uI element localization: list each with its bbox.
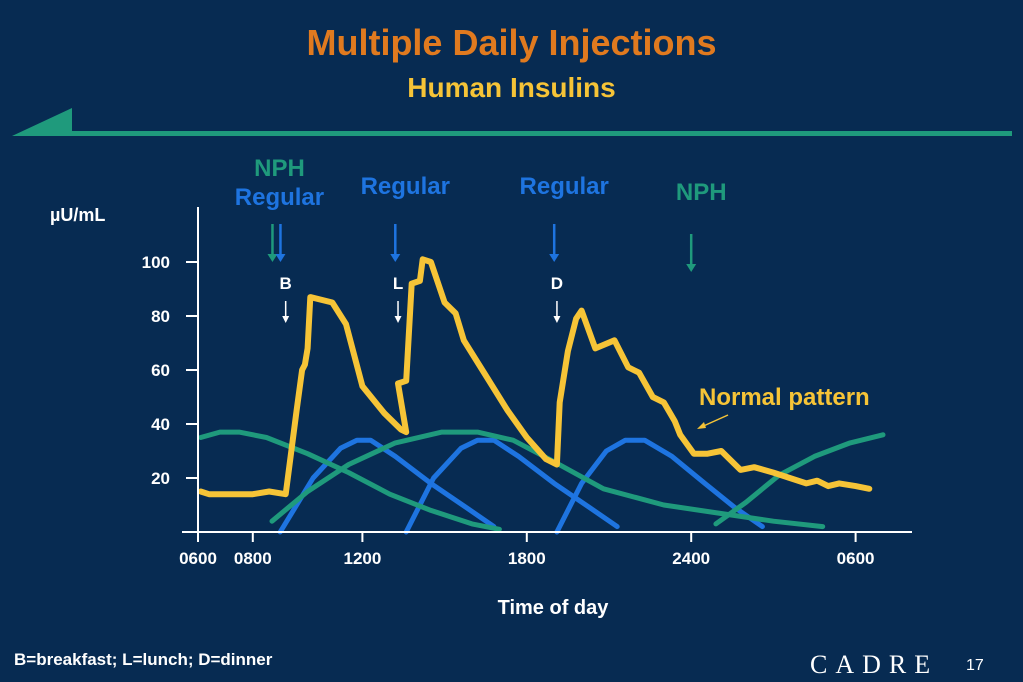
x-tick-label: 0600	[179, 549, 217, 568]
injection-label-regular: Regular	[361, 173, 450, 200]
series-nph-previous-evening	[198, 429, 502, 532]
divider-arrowhead-icon	[12, 108, 72, 136]
normal-pattern-label: Normal pattern	[699, 384, 870, 411]
x-tick-label: 2400	[672, 549, 710, 568]
series-normal-pattern	[197, 256, 873, 498]
meal-arrow-head-icon	[553, 316, 561, 323]
insulin-chart: µU/mL Time of day 20 40 60 80 100 0600 0800 120…	[50, 155, 912, 619]
series-nph-morning	[269, 429, 826, 530]
meal-label-b: B	[280, 274, 292, 293]
meal-arrow-head-icon	[394, 316, 402, 323]
page-number: 17	[966, 657, 984, 674]
title-divider	[12, 108, 1012, 136]
series-regular-dinner	[554, 437, 765, 535]
y-tick-label: 40	[151, 415, 170, 434]
slide-title: Multiple Daily Injections	[306, 22, 717, 63]
x-tick-label: 0800	[234, 549, 272, 568]
series-regular-breakfast	[277, 437, 497, 535]
ticks-layer: 20 40 60 80 100 0600 0800 1200 1800 2400 0600	[142, 253, 875, 568]
y-tick-label: 20	[151, 469, 170, 488]
y-tick-label: 60	[151, 361, 170, 380]
normal-pattern-pointer-head	[697, 422, 706, 429]
y-axis-label: µU/mL	[50, 205, 105, 225]
series-regular-lunch	[403, 437, 620, 535]
x-axis-label: Time of day	[498, 597, 610, 619]
injection-arrow-regular-head-icon	[390, 254, 401, 262]
x-tick-label: 1200	[343, 549, 381, 568]
injection-label-nph: NPH	[676, 179, 727, 206]
injection-label-nph: NPH	[254, 155, 305, 182]
meal-arrow-head-icon	[282, 316, 290, 323]
injection-arrow-regular-head-icon	[275, 254, 286, 262]
y-tick-label: 80	[151, 307, 170, 326]
slide-subtitle: Human Insulins	[407, 72, 616, 103]
meal-label-d: D	[551, 274, 563, 293]
series-nph-evening	[713, 432, 886, 527]
cadre-logo: CADRE	[810, 650, 939, 679]
x-tick-label: 1800	[508, 549, 546, 568]
divider-line	[72, 131, 1012, 136]
meal-label-l: L	[393, 274, 403, 293]
injection-label-regular: Regular	[520, 173, 609, 200]
injection-label-regular: Regular	[235, 184, 324, 211]
y-tick-label: 100	[142, 253, 170, 272]
series-layer	[197, 256, 886, 535]
x-tick-label: 0600	[837, 549, 875, 568]
injection-arrow-nph-head-icon	[686, 264, 697, 272]
injection-arrow-nph-head-icon	[267, 254, 278, 262]
injection-arrow-regular-head-icon	[549, 254, 560, 262]
footnote: B=breakfast; L=lunch; D=dinner	[14, 650, 273, 669]
